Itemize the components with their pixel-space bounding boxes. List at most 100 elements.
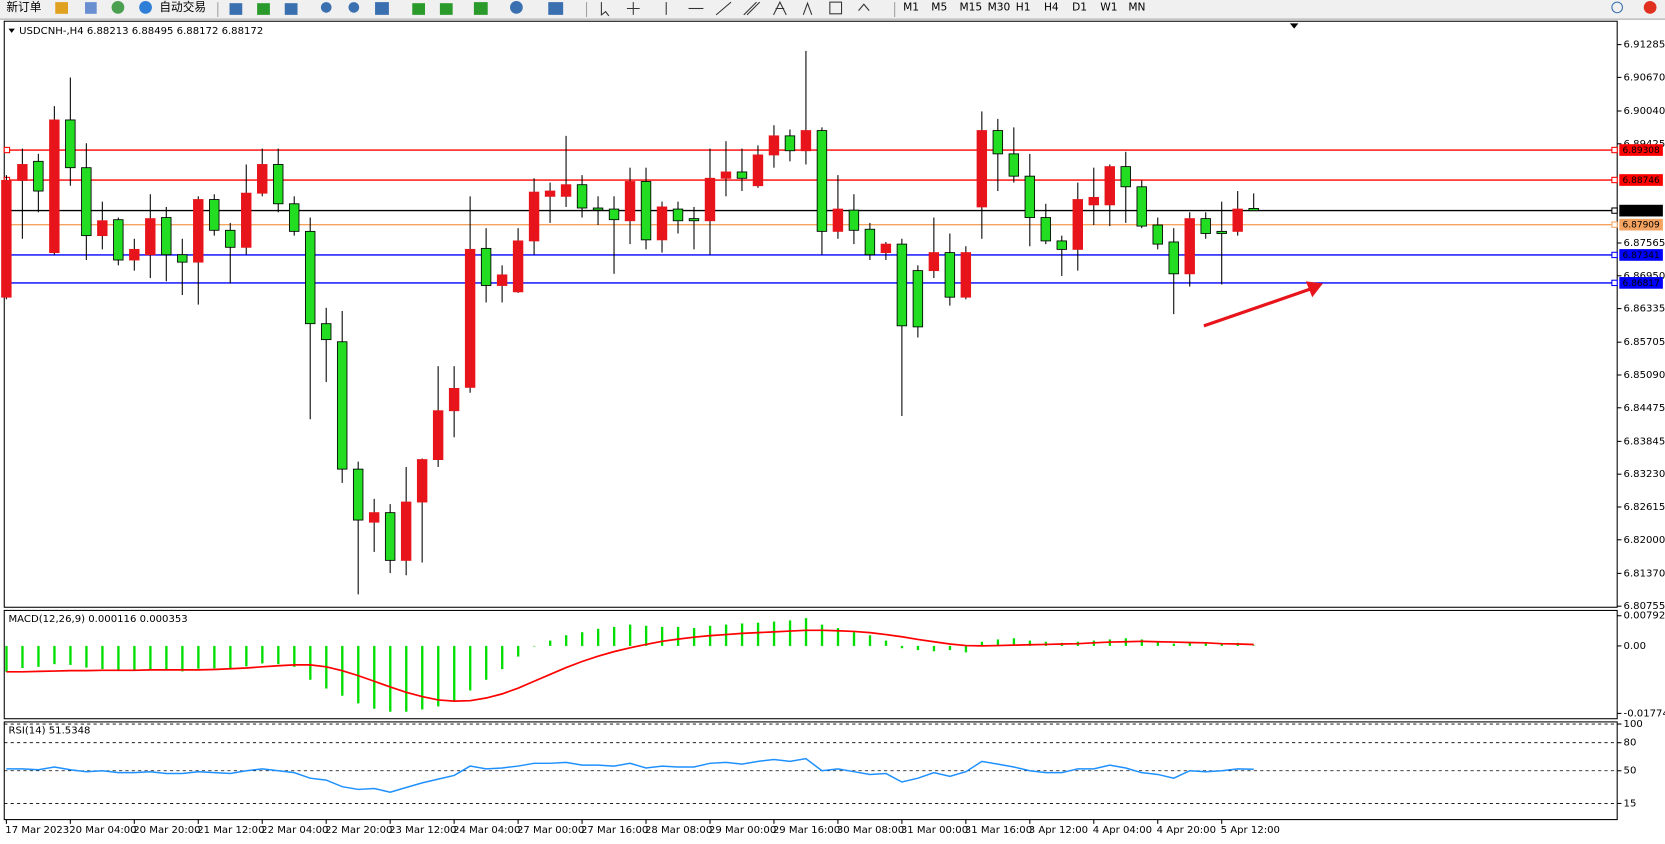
timeframe-button[interactable]: MN (1128, 0, 1145, 13)
notification-icon[interactable] (1643, 1, 1657, 14)
y-tick-label: 6.86335 (1624, 304, 1665, 315)
indicator-title: RSI(14) 51.5348 (9, 725, 91, 736)
x-tick-label: 31 Mar 16:00 (965, 825, 1032, 836)
histogram-bar (612, 626, 616, 646)
candle-body (880, 243, 892, 254)
candle-body (1088, 196, 1099, 206)
candle-body (1152, 224, 1163, 245)
candle-body (1120, 166, 1131, 188)
candle-body (896, 243, 908, 327)
draw-tools (600, 0, 870, 17)
icon[interactable] (257, 3, 270, 15)
timeframe-button[interactable]: M5 (931, 0, 947, 13)
histogram-bar (916, 645, 920, 651)
histogram-bar (437, 645, 440, 707)
candle-body (129, 248, 140, 261)
x-tick-label: 20 Mar 04:00 (69, 825, 136, 836)
histogram-bar (501, 645, 504, 670)
level-handle (3, 146, 11, 154)
candle-body (816, 130, 828, 232)
icon[interactable] (412, 3, 426, 15)
icon[interactable] (473, 2, 488, 15)
histogram-bar (549, 640, 552, 646)
search-icon[interactable] (1611, 1, 1624, 14)
histogram-bar (197, 645, 200, 669)
histogram-bar (53, 645, 56, 665)
icon[interactable] (55, 2, 69, 14)
price-label: 6.89308 (1622, 146, 1660, 156)
histogram-bar (852, 632, 856, 646)
text-tool[interactable] (802, 1, 813, 16)
candle-body (464, 248, 476, 388)
histogram-bar (1012, 638, 1016, 646)
histogram-bar (900, 645, 904, 649)
y-tick-label: 6.85090 (1624, 370, 1665, 381)
candle-body (305, 230, 316, 325)
x-tick-label: 28 Mar 08:00 (645, 825, 712, 836)
trendline-tool[interactable] (715, 1, 732, 16)
timeframe-button[interactable]: H1 (1016, 0, 1031, 13)
icon[interactable] (229, 3, 243, 15)
new-order-button[interactable]: 新订单 (6, 0, 41, 14)
histogram-bar (1188, 642, 1192, 646)
icon[interactable] (284, 3, 298, 15)
icon[interactable] (111, 1, 125, 14)
candle-body (400, 501, 412, 561)
x-tick-label: 30 Mar 08:00 (837, 825, 904, 836)
icon[interactable] (510, 1, 523, 14)
histogram-bar (1220, 643, 1223, 646)
timeframe-button[interactable]: H4 (1044, 0, 1059, 13)
timeframe-button[interactable]: M15 (959, 0, 982, 13)
histogram-bar (149, 645, 152, 670)
histogram-bar (580, 632, 584, 646)
icon[interactable] (320, 2, 332, 13)
histogram-bar (405, 645, 408, 712)
y-tick-label: 15 (1624, 798, 1637, 809)
histogram-bar (357, 645, 360, 704)
icon[interactable] (85, 2, 97, 14)
candle-body (320, 323, 332, 341)
candle-body (944, 252, 956, 298)
icon[interactable] (439, 3, 453, 15)
x-tick-label: 4 Apr 04:00 (1093, 825, 1152, 836)
histogram-bar (772, 621, 776, 646)
timeframe-button[interactable]: M1 (903, 0, 919, 13)
y-tick-label: 6.83230 (1624, 469, 1665, 480)
symbol-menu-arrow[interactable] (8, 28, 15, 33)
auto-trading-icon[interactable] (139, 1, 152, 14)
signal-line (6, 629, 1254, 702)
timeframe-button[interactable]: W1 (1100, 0, 1117, 13)
candle-body (960, 252, 972, 298)
candle-body (1040, 217, 1052, 242)
x-tick-label: 31 Mar 00:00 (901, 825, 968, 836)
candle-body (800, 130, 812, 152)
candle-body (384, 512, 396, 561)
timeframes: M1 M5 M15 M30 H1 H4 D1 W1 MN (903, 0, 1145, 13)
histogram-bar (21, 645, 24, 668)
fibo-tool[interactable] (773, 0, 787, 16)
icon[interactable] (548, 2, 564, 15)
y-tick-label: 6.91285 (1624, 40, 1665, 51)
timeframe-button[interactable]: D1 (1072, 0, 1087, 13)
histogram-bar (165, 645, 168, 671)
arrow-tool[interactable] (858, 3, 870, 11)
timeframe-button[interactable]: M30 (988, 0, 1011, 13)
cursor-tool[interactable] (600, 2, 610, 17)
panel-frame (3, 609, 1618, 720)
price-label-box (1619, 249, 1663, 261)
candle-body (257, 164, 268, 194)
price-label-box (1619, 144, 1663, 156)
histogram-bar (1156, 641, 1160, 646)
channel-tool[interactable] (743, 1, 761, 16)
rsi-line (6, 757, 1254, 793)
candle-body (736, 171, 748, 179)
histogram-bar (596, 628, 600, 646)
label-tool[interactable] (829, 1, 843, 15)
crosshair-tool[interactable] (626, 2, 640, 15)
icon[interactable] (348, 2, 360, 13)
histogram-bar (788, 620, 792, 646)
auto-trading-button[interactable]: 自动交易 (159, 0, 206, 14)
icon[interactable] (375, 2, 389, 15)
